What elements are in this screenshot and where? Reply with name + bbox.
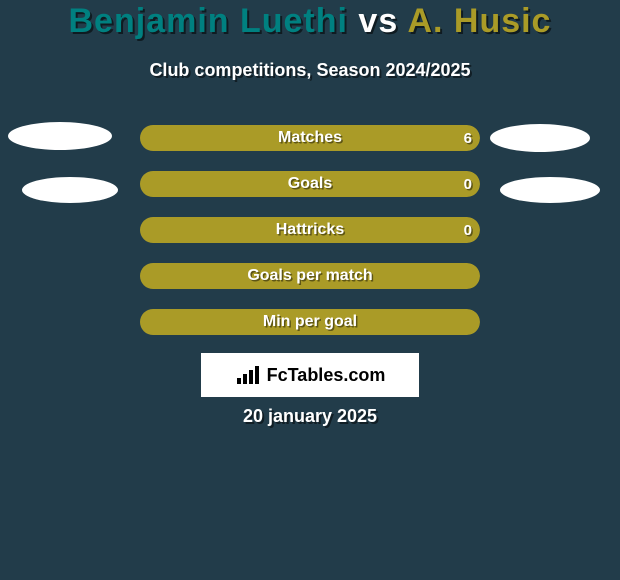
stat-row: Goals0 — [140, 171, 480, 197]
bars-icon — [235, 364, 261, 386]
comparison-infographic: Benjamin Luethi vs A. Husic Club competi… — [0, 0, 620, 580]
stat-bar-right — [140, 171, 480, 197]
title-player1: Benjamin Luethi — [69, 2, 348, 40]
decor-ellipse — [490, 124, 590, 152]
title-player2: A. Husic — [407, 2, 551, 40]
decor-ellipse — [22, 177, 118, 203]
stat-bar-right — [140, 217, 480, 243]
decor-ellipse — [8, 122, 112, 150]
decor-ellipse — [500, 177, 600, 203]
stats-panel: Matches6 Goals0 Hattricks0 Goals per match M… — [140, 125, 480, 355]
stat-bar-right — [140, 263, 480, 289]
title-vs: vs — [358, 2, 398, 40]
date-label: 20 january 2025 — [0, 406, 620, 427]
stat-row: Min per goal — [140, 309, 480, 335]
stat-bar-right — [140, 125, 480, 151]
stat-bar-right — [140, 309, 480, 335]
logo-box: FcTables.com — [201, 353, 419, 397]
logo-text: FcTables.com — [267, 365, 386, 386]
stat-row: Matches6 — [140, 125, 480, 151]
subtitle: Club competitions, Season 2024/2025 — [0, 60, 620, 81]
stat-row: Goals per match — [140, 263, 480, 289]
stat-row: Hattricks0 — [140, 217, 480, 243]
title: Benjamin Luethi vs A. Husic — [0, 2, 620, 41]
